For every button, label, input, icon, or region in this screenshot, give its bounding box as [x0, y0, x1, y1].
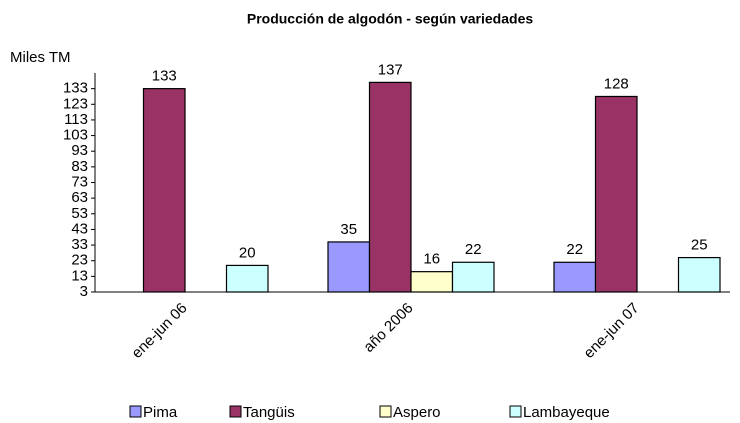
y-tick-label: 63 [71, 189, 88, 206]
x-tick-label: ene-jun 07 [580, 300, 642, 362]
legend-label: Lambayeque [523, 404, 610, 421]
y-tick-label: 133 [63, 80, 88, 97]
value-label: 137 [378, 61, 403, 78]
chart-title: Producción de algodón - según variedades [247, 11, 533, 27]
legend-swatch [129, 405, 142, 418]
legend-label: Tangüis [243, 404, 295, 421]
legend-label: Pima [143, 404, 178, 421]
bar [553, 261, 597, 293]
bar [327, 241, 371, 293]
value-label: 25 [691, 237, 708, 254]
y-tick-label: 53 [71, 205, 88, 222]
value-label: 16 [423, 251, 440, 268]
bar [225, 264, 269, 293]
y-tick-label: 33 [71, 236, 88, 253]
value-label: 133 [152, 68, 177, 85]
y-tick-label: 43 [71, 220, 88, 237]
bar [410, 271, 454, 293]
y-axis-label: Miles TM [10, 49, 71, 66]
bar [451, 261, 495, 293]
y-tick-label: 3 [80, 283, 88, 300]
bar [368, 81, 412, 293]
legend-label: Aspero [393, 404, 441, 421]
value-label: 22 [465, 241, 482, 258]
y-tick-label: 23 [71, 252, 88, 269]
y-tick-label: 123 [63, 95, 88, 112]
x-tick-label: año 2006 [360, 300, 416, 356]
legend-swatch [229, 405, 242, 418]
y-tick-label: 73 [71, 173, 88, 190]
y-tick-label: 113 [64, 111, 88, 128]
x-tick-label: ene-jun 06 [128, 300, 190, 362]
value-label: 22 [566, 241, 583, 258]
y-tick-label: 13 [71, 267, 88, 284]
bar [677, 256, 721, 293]
y-tick-label: 83 [71, 158, 88, 175]
bar [142, 88, 186, 293]
legend-swatch [509, 405, 522, 418]
value-label: 128 [604, 75, 629, 92]
value-label: 20 [239, 244, 256, 261]
bar [594, 95, 638, 293]
legend-swatch [379, 405, 392, 418]
y-tick-label: 93 [71, 142, 88, 159]
value-label: 35 [340, 221, 357, 238]
y-tick-label: 103 [63, 127, 88, 144]
